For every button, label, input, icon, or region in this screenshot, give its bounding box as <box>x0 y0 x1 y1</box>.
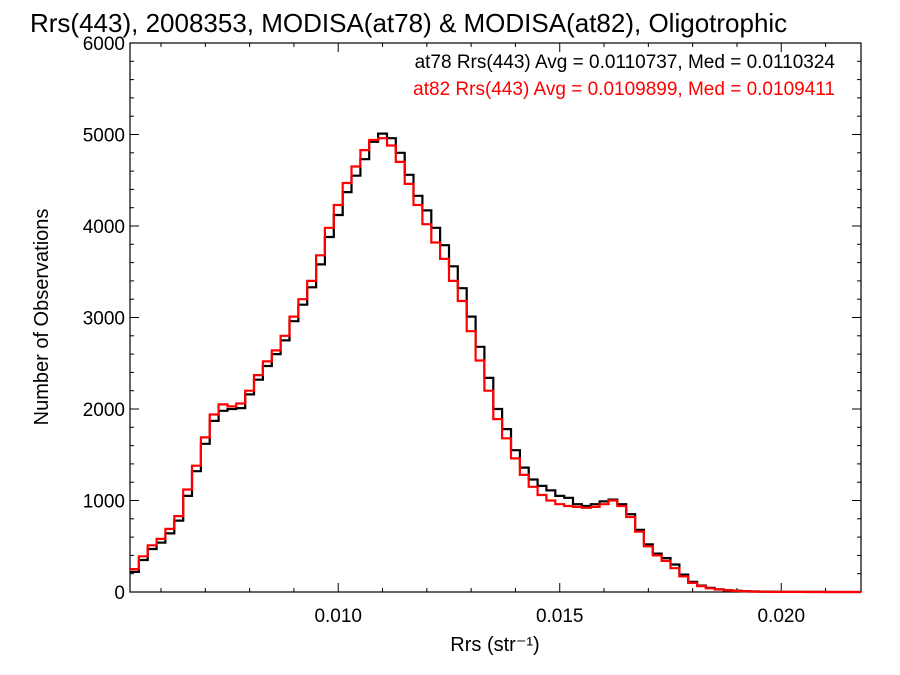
series-group <box>130 132 861 594</box>
chart-title: Rrs(443), 2008353, MODISA(at78) & MODISA… <box>30 8 787 38</box>
legend-entry-at82: at82 Rrs(443) Avg = 0.0109899, Med = 0.0… <box>413 79 835 100</box>
y-tick-label: 5000 <box>83 126 125 147</box>
y-tick-label: 0 <box>114 583 125 604</box>
x-tick-label: 0.020 <box>757 606 805 627</box>
x-axis-label: Rrs (str⁻¹) <box>450 634 539 656</box>
y-axis: 0 1000 2000 3000 4000 5000 6000 <box>83 34 861 604</box>
plot-frame <box>129 42 862 593</box>
y-axis-label: Number of Observations <box>31 209 53 426</box>
y-tick-label: 4000 <box>83 217 125 238</box>
y-tick-label: 2000 <box>83 400 125 421</box>
legend-entry-at78: at78 Rrs(443) Avg = 0.0110737, Med = 0.0… <box>415 52 836 73</box>
x-axis: 0.010 0.015 0.020 <box>160 43 827 627</box>
y-tick-label: 1000 <box>83 492 125 513</box>
series-line-at82 <box>130 137 861 594</box>
series-line-at78 <box>130 132 861 594</box>
y-tick-label: 3000 <box>83 309 125 330</box>
y-tick-label: 6000 <box>83 34 125 55</box>
x-tick-label: 0.015 <box>536 606 584 627</box>
x-tick-label: 0.010 <box>314 606 362 627</box>
